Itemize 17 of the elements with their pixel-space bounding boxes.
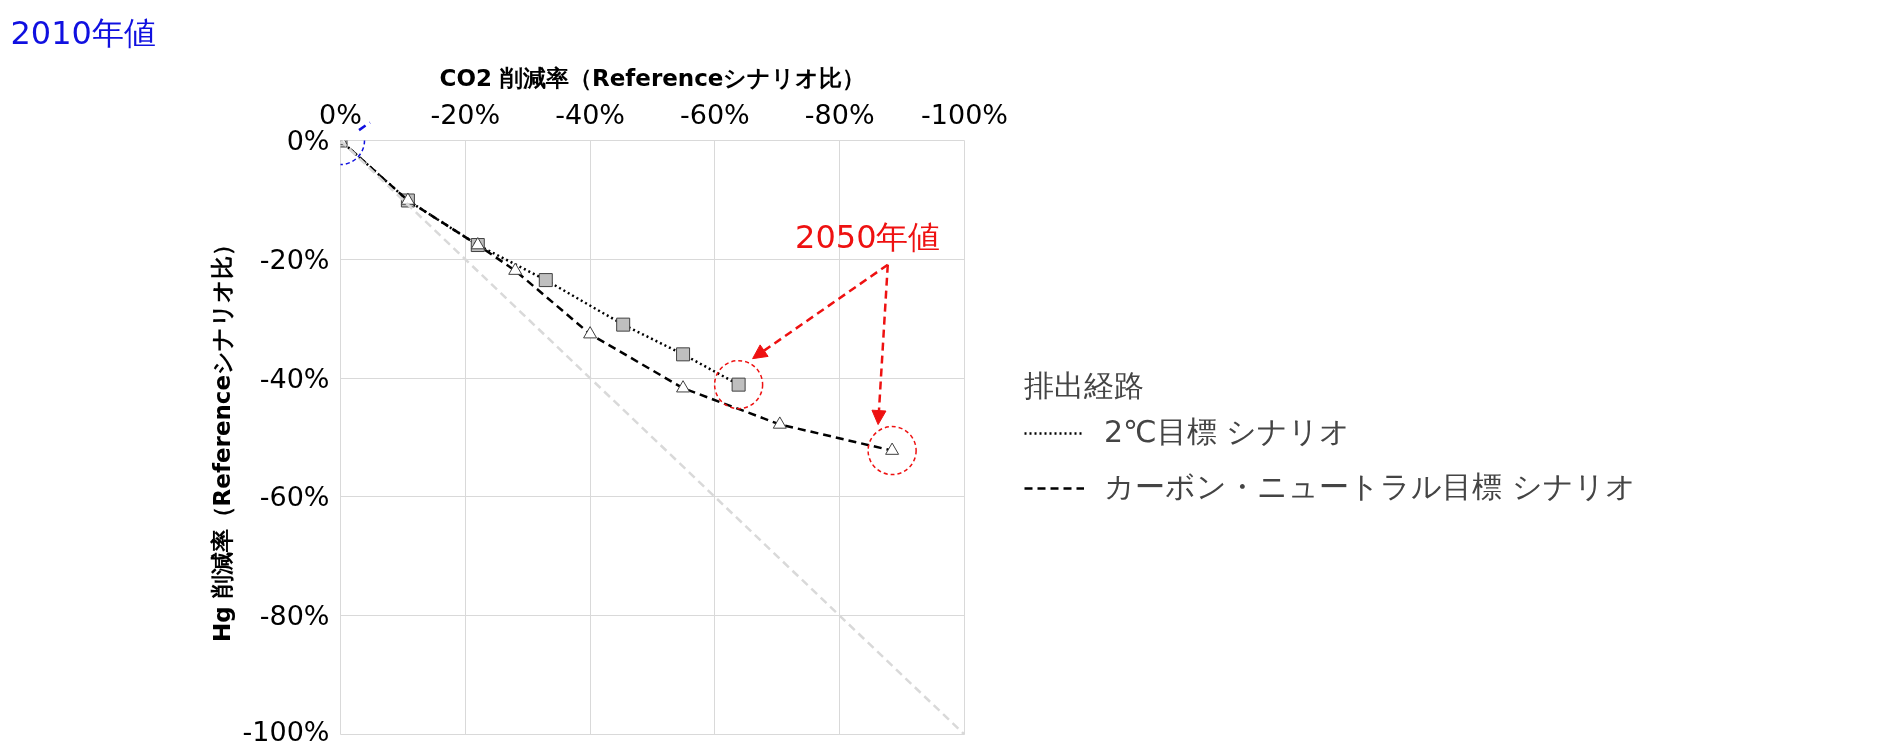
x-axis-title: CO2 削減率（Referenceシナリオ比） bbox=[439, 64, 866, 91]
y-tick-label: -60% bbox=[259, 481, 330, 513]
y-tick-label: -80% bbox=[259, 600, 330, 632]
x-tick-label: -40% bbox=[555, 98, 625, 130]
y-tick-label: -100% bbox=[242, 715, 330, 747]
annotation: 2050年値 bbox=[795, 217, 941, 256]
x-tick-label: -60% bbox=[680, 98, 750, 130]
x-tick-label: -20% bbox=[430, 98, 501, 130]
text: 2010年値 bbox=[10, 13, 156, 52]
y-tick-label: -40% bbox=[259, 362, 330, 394]
legend-label: 2℃目標 シナリオ bbox=[1104, 413, 1351, 451]
x-tick-label: -100% bbox=[921, 98, 1008, 130]
legend-label: カーボン・ニュートラル目標 シナリオ bbox=[1104, 468, 1636, 506]
x-tick-label: -80% bbox=[804, 98, 875, 130]
y-tick-label: -20% bbox=[259, 243, 330, 275]
y-axis-title: Hg 削減率（Referenceシナリオ比） bbox=[208, 232, 235, 643]
legend-title: 排出経路 bbox=[1024, 367, 1145, 405]
